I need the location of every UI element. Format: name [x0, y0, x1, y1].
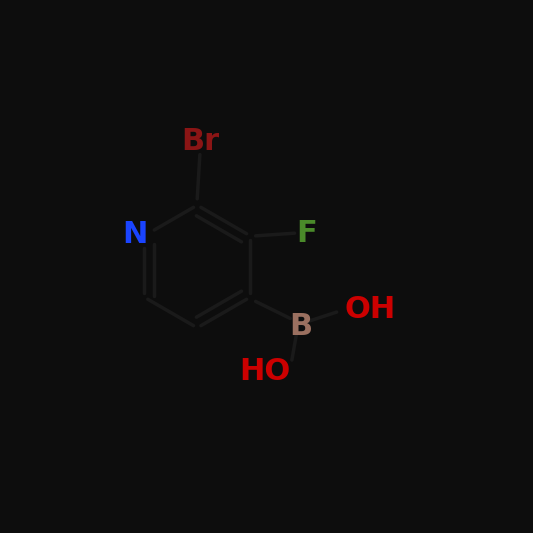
Text: N: N [122, 220, 147, 249]
Text: HO: HO [240, 357, 291, 386]
Text: B: B [289, 312, 312, 341]
Text: F: F [296, 219, 317, 248]
Text: OH: OH [345, 295, 396, 324]
Text: Br: Br [181, 127, 219, 156]
